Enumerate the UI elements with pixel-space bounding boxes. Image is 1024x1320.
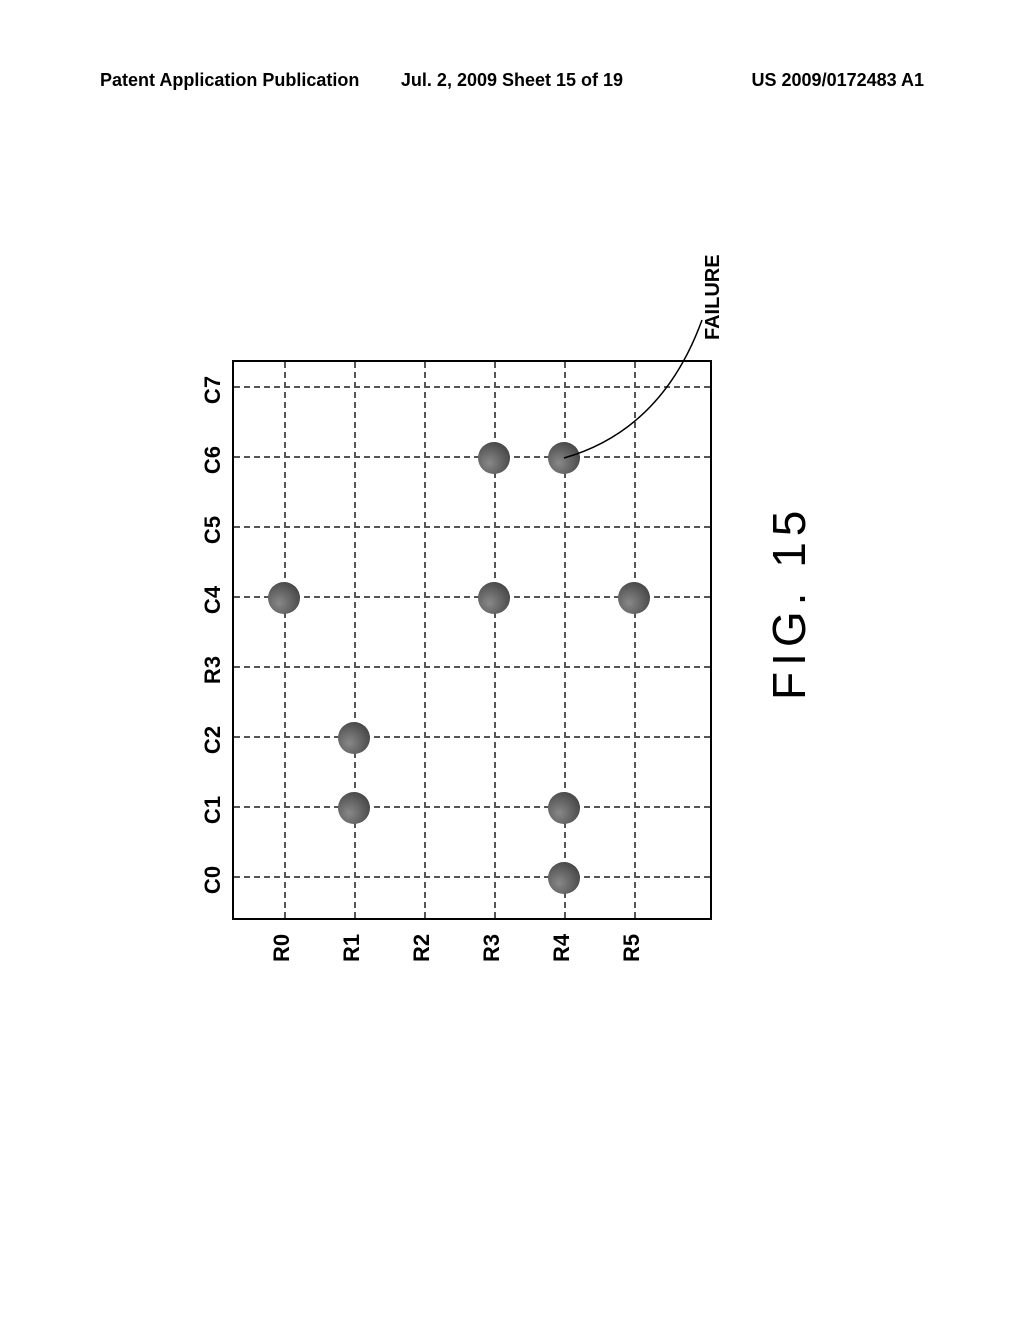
grid-vline: [234, 736, 710, 738]
page-header: Patent Application Publication Jul. 2, 2…: [0, 70, 1024, 91]
row-label: R5: [619, 934, 645, 962]
grid-vline: [234, 876, 710, 878]
figure-number: FIG. 15: [762, 505, 816, 700]
grid-hline: [354, 362, 356, 918]
row-label: R0: [269, 934, 295, 962]
header-app-num: US 2009/0172483 A1: [630, 70, 924, 91]
failure-dot: [338, 792, 370, 824]
failure-dot: [478, 582, 510, 614]
col-label: C2: [200, 726, 226, 754]
col-label: C1: [200, 796, 226, 824]
col-label: C5: [200, 516, 226, 544]
col-label: C4: [200, 586, 226, 614]
grid-vline: [234, 806, 710, 808]
grid-hline: [284, 362, 286, 918]
failure-dot: [618, 582, 650, 614]
row-label: R3: [479, 934, 505, 962]
grid-vline: [234, 666, 710, 668]
failure-dot: [548, 862, 580, 894]
row-label: R4: [549, 934, 575, 962]
col-label: C7: [200, 376, 226, 404]
failure-dot: [338, 722, 370, 754]
row-label: R1: [339, 934, 365, 962]
col-label: R3: [200, 656, 226, 684]
row-label: R2: [409, 934, 435, 962]
col-label: C6: [200, 446, 226, 474]
col-label: C0: [200, 866, 226, 894]
grid-vline: [234, 526, 710, 528]
failure-dot: [268, 582, 300, 614]
failure-label: FAILURE: [702, 254, 725, 340]
header-date-sheet: Jul. 2, 2009 Sheet 15 of 19: [394, 70, 629, 91]
failure-dot: [478, 442, 510, 474]
figure-container: C0 C1 C2 R3 C4 C5 C6 C7 R0 R1 R2 R3 R4 R…: [192, 210, 832, 990]
header-pub: Patent Application Publication: [100, 70, 394, 91]
failure-dot: [548, 792, 580, 824]
grid-hline: [424, 362, 426, 918]
